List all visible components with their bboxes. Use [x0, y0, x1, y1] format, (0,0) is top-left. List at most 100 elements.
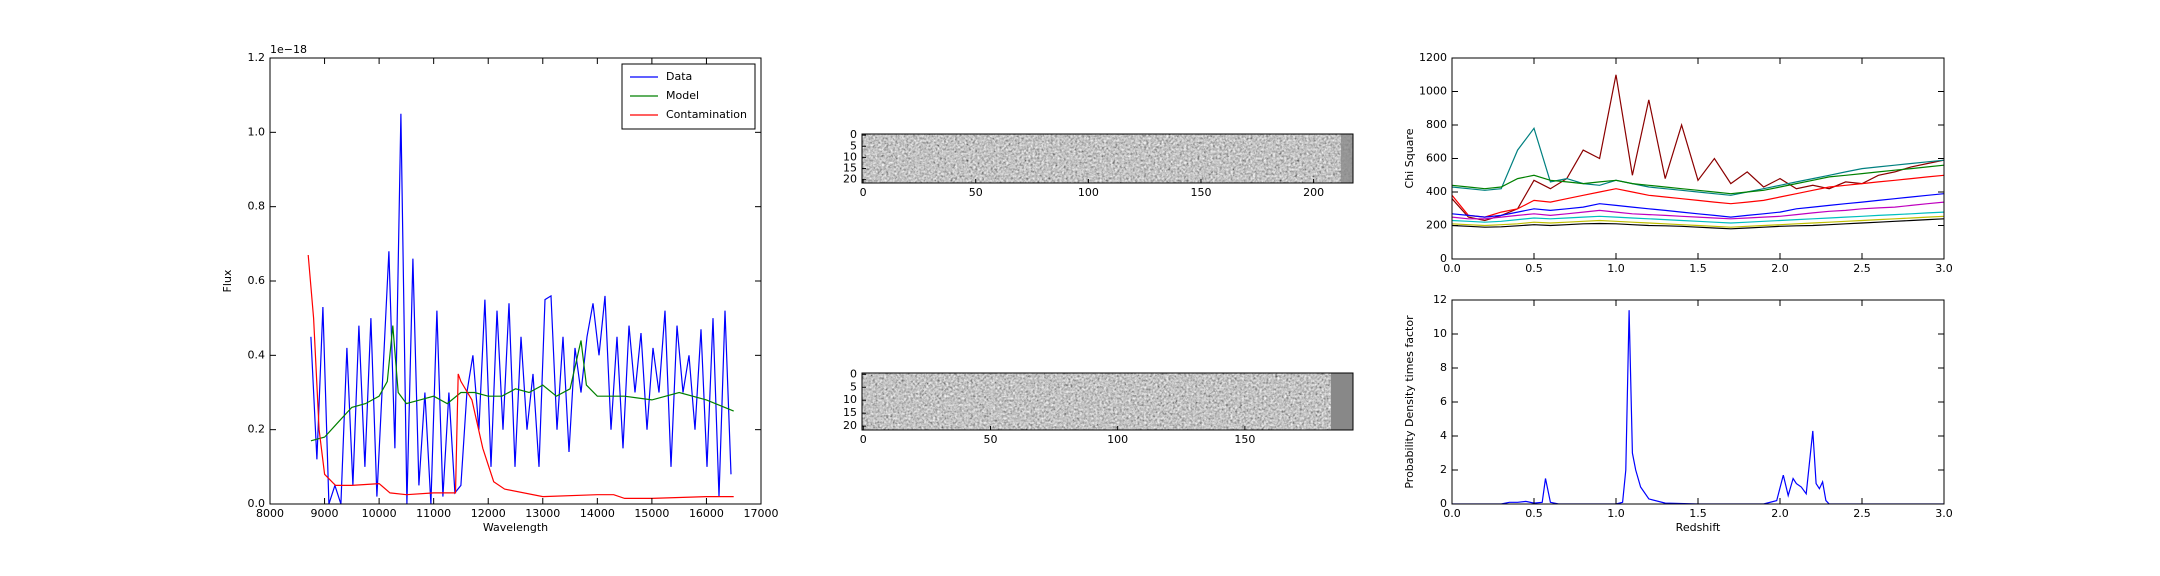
line — [1452, 126, 1944, 196]
x-tick-label: 2.5 — [1853, 262, 1871, 275]
chart: 0.0 0.5 1.0 1.5 2.0 2.5 3.0 0 200 400 600 800 1000 12… — [1403, 51, 1953, 275]
y-tick-label: 20 — [843, 419, 857, 432]
x-axis-label: Redshift — [1676, 521, 1721, 534]
y-tick-label: 10 — [843, 393, 857, 406]
x-tick-label: 100 — [1078, 186, 1099, 199]
y-tick-label: 6 — [1440, 395, 1447, 408]
y-axis-label: Flux — [221, 269, 234, 292]
offset-label: 1e−18 — [270, 43, 307, 56]
x-tick-label: 0.0 — [1443, 507, 1461, 520]
x-tick-label: 1.0 — [1607, 262, 1625, 275]
y-tick-label: 0 — [850, 367, 857, 380]
plot-area — [307, 113, 734, 504]
x-tick-label: 0 — [860, 186, 867, 199]
y-tick-label: 800 — [1426, 118, 1447, 131]
y-tick-label: 400 — [1426, 185, 1447, 198]
x-tick-label: 17000 — [744, 507, 779, 520]
y-tick-label: 0 — [1440, 252, 1447, 265]
y-tick-label: 1.0 — [248, 125, 266, 138]
x-tick-label: 0 — [860, 433, 867, 446]
y-axis-label: Probability Density times factor — [1403, 315, 1416, 489]
y-tick-label: 8 — [1440, 361, 1447, 374]
axes-frame — [861, 372, 1354, 431]
y-tick-label: 0 — [850, 128, 857, 141]
x-tick-label: 200 — [1303, 186, 1324, 199]
x-tick-label: 0.0 — [1443, 262, 1461, 275]
y-tick-label: 600 — [1426, 152, 1447, 165]
image — [862, 134, 1353, 183]
x-tick-label: 15000 — [634, 507, 669, 520]
y-tick-label: 1.2 — [248, 51, 266, 64]
y-axis-label: Chi Square — [1403, 128, 1416, 188]
image — [862, 373, 1353, 430]
y-tick-label: 1000 — [1419, 85, 1447, 98]
legend-label: Model — [666, 89, 699, 102]
axes-frame — [1451, 299, 1945, 505]
y-tick-label: 0 — [1440, 497, 1447, 510]
y-tick-label: 5 — [850, 380, 857, 393]
x-tick-label: 1.5 — [1689, 262, 1707, 275]
line — [1452, 215, 1944, 228]
image-edge — [1341, 134, 1353, 183]
y-tick-label: 0.2 — [248, 423, 266, 436]
x-tick-label: 0.5 — [1525, 262, 1543, 275]
y-tick-label: 0.4 — [248, 348, 266, 361]
line — [1452, 174, 1944, 218]
line — [1452, 211, 1944, 224]
x-tick-label: 3.0 — [1935, 262, 1953, 275]
x-tick-label: 12000 — [471, 507, 506, 520]
x-tick-label: 150 — [1190, 186, 1211, 199]
line — [1452, 218, 1944, 230]
legend-label: Contamination — [666, 108, 747, 121]
x-axis-label: Wavelength — [483, 521, 548, 534]
x-tick-label: 150 — [1234, 433, 1255, 446]
y-tick-label: 20 — [843, 173, 857, 186]
axes-frame — [861, 133, 1354, 184]
line — [1452, 74, 1944, 222]
x-tick-label: 14000 — [580, 507, 615, 520]
line — [1452, 310, 1944, 504]
y-tick-label: 0.0 — [248, 497, 266, 510]
y-tick-label: 5 — [850, 139, 857, 152]
line — [310, 113, 732, 504]
line — [310, 325, 734, 442]
line — [307, 254, 734, 499]
y-tick-label: 200 — [1426, 219, 1447, 232]
x-tick-label: 11000 — [416, 507, 451, 520]
line — [1452, 193, 1944, 218]
y-tick-label: 0.6 — [248, 274, 266, 287]
y-tick-label: 15 — [843, 406, 857, 419]
x-tick-label: 50 — [983, 433, 997, 446]
x-tick-label: 2.0 — [1771, 262, 1789, 275]
plot-area — [1452, 74, 1944, 230]
x-tick-label: 9000 — [311, 507, 339, 520]
x-tick-label: 2.0 — [1771, 507, 1789, 520]
x-tick-label: 1.0 — [1607, 507, 1625, 520]
x-tick-label: 2.5 — [1853, 507, 1871, 520]
y-tick-label: 10 — [1433, 327, 1447, 340]
line — [1452, 201, 1944, 220]
x-tick-label: 0.5 — [1525, 507, 1543, 520]
chart: 8000 9000 10000 11000 12000 13000 14000 15000 16… — [221, 43, 779, 534]
image-edge — [1331, 373, 1353, 430]
x-tick-label: 1.5 — [1689, 507, 1707, 520]
plot-area — [1452, 310, 1944, 504]
y-tick-label: 12 — [1433, 293, 1447, 306]
axes-frame — [1451, 57, 1945, 260]
line — [1452, 164, 1944, 195]
y-tick-label: 0.8 — [248, 200, 266, 213]
x-tick-label: 100 — [1107, 433, 1128, 446]
x-tick-label: 10000 — [362, 507, 397, 520]
legend-label: Data — [666, 70, 692, 83]
x-tick-label: 8000 — [256, 507, 284, 520]
x-tick-label: 50 — [969, 186, 983, 199]
y-tick-label: 4 — [1440, 429, 1447, 442]
x-tick-label: 3.0 — [1935, 507, 1953, 520]
x-tick-label: 16000 — [689, 507, 724, 520]
y-tick-label: 1200 — [1419, 51, 1447, 64]
y-tick-label: 2 — [1440, 463, 1447, 476]
chart: 0.0 0.5 1.0 1.5 2.0 2.5 3.0 0 2 4 6 8 10 12 Redshift Pr… — [1403, 293, 1953, 534]
